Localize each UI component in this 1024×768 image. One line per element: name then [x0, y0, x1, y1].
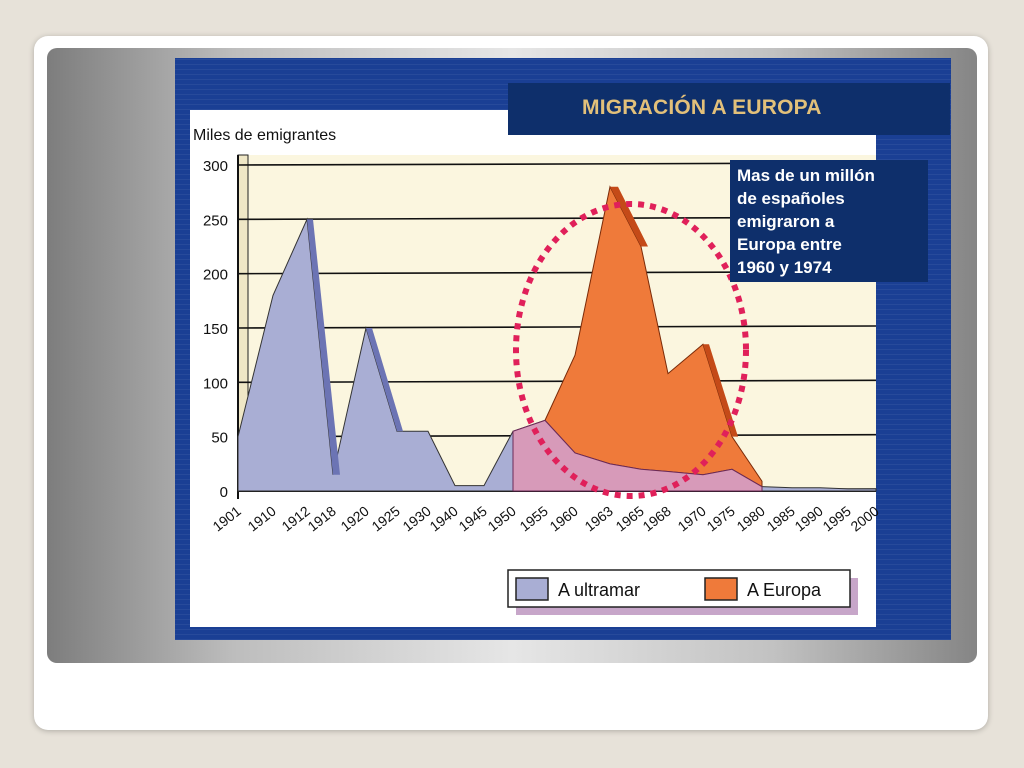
legend-frame — [507, 569, 851, 608]
x-tick-label: 1920 — [337, 503, 372, 535]
x-tick-label: 1975 — [703, 503, 738, 535]
gridline — [237, 325, 877, 329]
x-tick-label: 1925 — [368, 503, 403, 535]
y-tick-label: 100 — [203, 375, 228, 392]
y-tick-label: 300 — [203, 158, 228, 175]
peak-side-1963 — [610, 186, 648, 247]
x-tick-label: 1960 — [546, 503, 581, 535]
peak-side-1970 — [703, 344, 738, 437]
legend-box: A ultramar A Europa — [507, 569, 858, 615]
y-tick-label: 250 — [203, 212, 228, 229]
x-tick-label: 1970 — [674, 503, 709, 535]
y-tick-label: 150 — [203, 321, 228, 338]
annotation-line-5: 1960 y 1974 — [737, 258, 832, 277]
legend-swatch-ultramar — [515, 577, 549, 601]
data-areas — [237, 185, 877, 492]
annotation-line-3: emigraron a — [737, 212, 835, 231]
x-tick-label: 1990 — [791, 503, 826, 535]
annotation-line-2: de españoles — [737, 189, 845, 208]
x-tick-label: 1918 — [304, 503, 339, 535]
legend-label-europa: A Europa — [747, 580, 822, 600]
x-tick-label: 1945 — [455, 503, 490, 535]
legend-label-ultramar: A ultramar — [558, 580, 640, 600]
peak-side-1920 — [366, 328, 403, 432]
chart-title-box — [508, 83, 950, 135]
x-tick-label: 1965 — [612, 503, 647, 535]
x-tick-label: 1968 — [639, 503, 674, 535]
x-tick-label: 1940 — [426, 503, 461, 535]
x-tick-label: 1980 — [733, 503, 768, 535]
series-ultramar-lower-band — [512, 419, 763, 492]
legend: A ultramar A Europa — [507, 569, 858, 615]
highlight-ellipse — [513, 201, 749, 499]
chart-title: MIGRACIÓN A EUROPA — [582, 96, 822, 119]
x-tick-label: 1955 — [516, 503, 551, 535]
x-tick-label: 1930 — [399, 503, 434, 535]
y-tick-label: 200 — [203, 267, 228, 284]
x-tick-label: 1995 — [819, 503, 854, 535]
peak-side-1912 — [307, 219, 340, 475]
annotation-line-4: Europa entre — [737, 235, 842, 254]
annotation-box — [730, 160, 928, 282]
x-tick-label: 1910 — [244, 503, 279, 535]
annotation-line-1: Mas de un millón — [737, 166, 875, 185]
x-tick-label: 1901 — [209, 503, 244, 535]
y-tick-label: 0 — [220, 484, 228, 501]
y-tick-label: 50 — [211, 430, 228, 447]
legend-swatch-europa — [704, 577, 738, 601]
x-tick-label: 1985 — [763, 503, 798, 535]
y-axis-label: Miles de emigrantes — [193, 127, 336, 144]
x-tick-label: 2000 — [847, 503, 882, 535]
x-tick-label: 1950 — [484, 503, 519, 535]
x-tick-label: 1963 — [581, 503, 616, 535]
gridline — [237, 379, 877, 384]
